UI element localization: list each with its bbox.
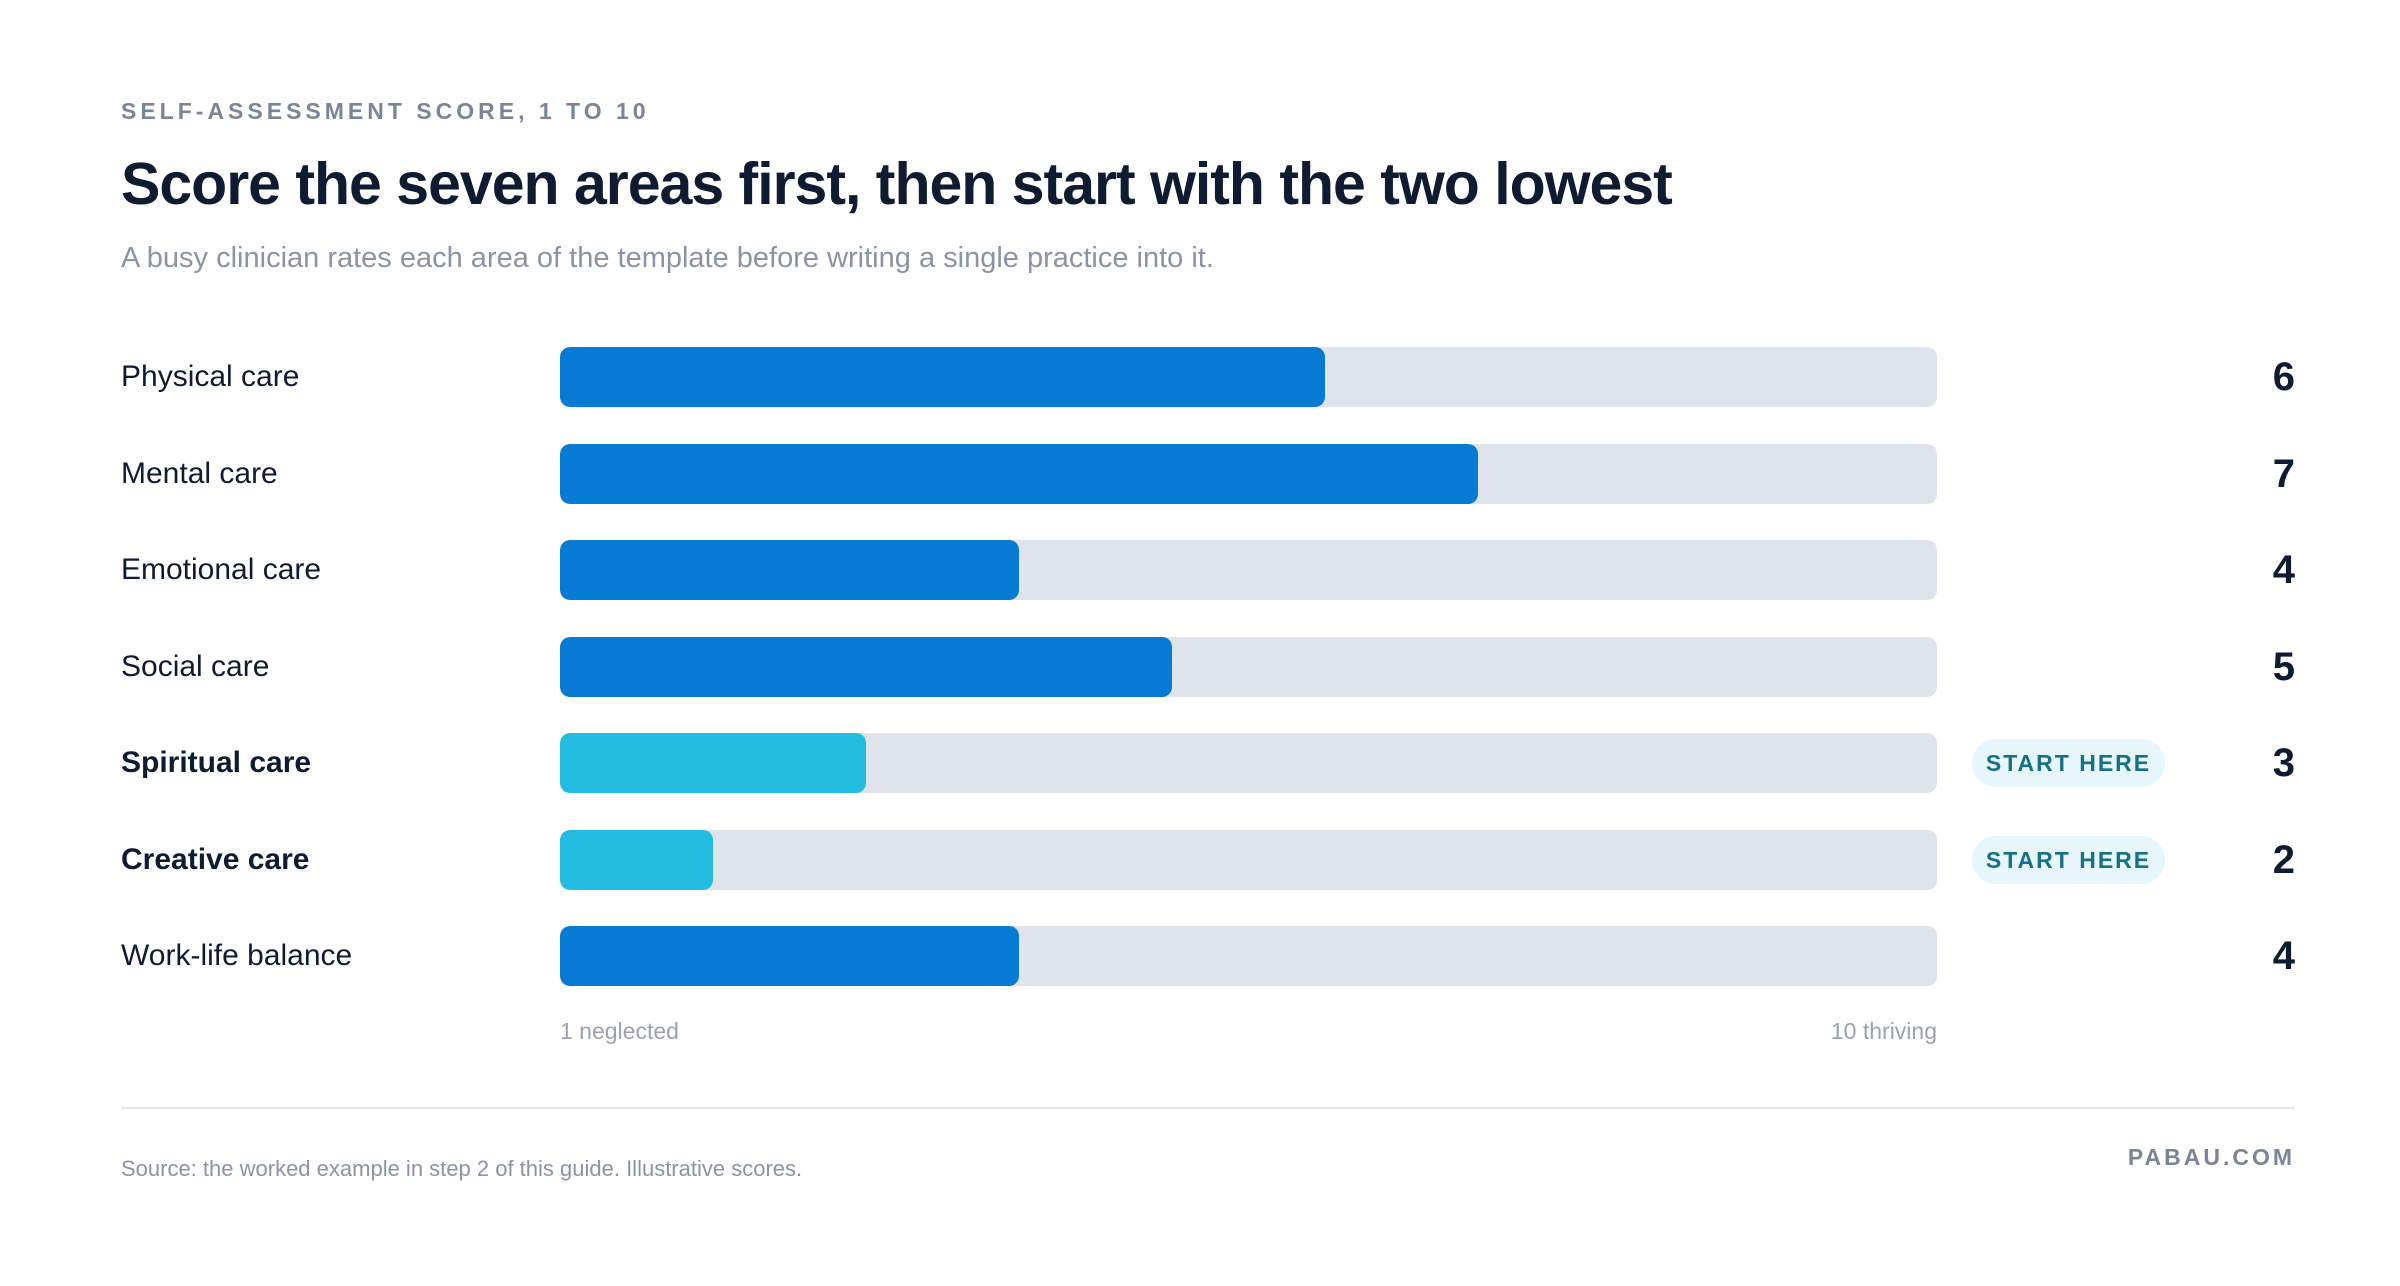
bar xyxy=(560,926,1019,986)
bar-row: Work-life balance 4 xyxy=(0,926,2400,986)
footer-divider xyxy=(121,1107,2295,1109)
chart-eyebrow: SELF-ASSESSMENT SCORE, 1 TO 10 xyxy=(121,98,650,124)
category-label: Physical care xyxy=(121,360,300,393)
start-here-badge: START HERE xyxy=(1972,739,2165,787)
bar xyxy=(560,637,1172,697)
category-label: Spiritual care xyxy=(121,746,312,779)
score-value: 6 xyxy=(2272,355,2295,399)
source-note: Source: the worked example in step 2 of … xyxy=(121,1156,803,1181)
bar-track xyxy=(560,926,1937,986)
category-label: Creative care xyxy=(121,843,310,876)
bar-track xyxy=(560,347,1937,407)
bar-row: Spiritual care START HERE 3 xyxy=(0,733,2400,793)
axis-min-label: 1 neglected xyxy=(560,1018,679,1044)
score-value: 7 xyxy=(2272,452,2295,496)
bar-row: Emotional care 4 xyxy=(0,540,2400,600)
category-label: Work-life balance xyxy=(121,939,353,972)
category-label: Social care xyxy=(121,650,270,683)
score-value: 4 xyxy=(2272,548,2295,592)
brand-mark: PABAU.COM xyxy=(2127,1144,2295,1170)
bar-row: Physical care 6 xyxy=(0,347,2400,407)
category-label: Mental care xyxy=(121,457,278,490)
bar-row: Mental care 7 xyxy=(0,444,2400,504)
chart-title: Score the seven areas first, then start … xyxy=(121,151,1673,217)
bar-track xyxy=(560,830,1937,890)
start-here-badge: START HERE xyxy=(1972,836,2165,884)
bar xyxy=(560,830,713,890)
score-value: 2 xyxy=(2272,838,2295,882)
bar xyxy=(560,444,1478,504)
bar xyxy=(560,540,1019,600)
axis-max-label: 10 thriving xyxy=(1830,1018,1937,1044)
score-value: 5 xyxy=(2272,645,2295,689)
bar xyxy=(560,347,1325,407)
chart-subtitle: A busy clinician rates each area of the … xyxy=(121,242,1214,274)
score-value: 4 xyxy=(2272,934,2295,978)
bar-track xyxy=(560,540,1937,600)
bar-track xyxy=(560,444,1937,504)
category-label: Emotional care xyxy=(121,553,322,586)
score-value: 3 xyxy=(2272,741,2295,785)
bar-track xyxy=(560,637,1937,697)
bar xyxy=(560,733,866,793)
bar-row: Creative care START HERE 2 xyxy=(0,830,2400,890)
bar-row: Social care 5 xyxy=(0,637,2400,697)
bar-track xyxy=(560,733,1937,793)
